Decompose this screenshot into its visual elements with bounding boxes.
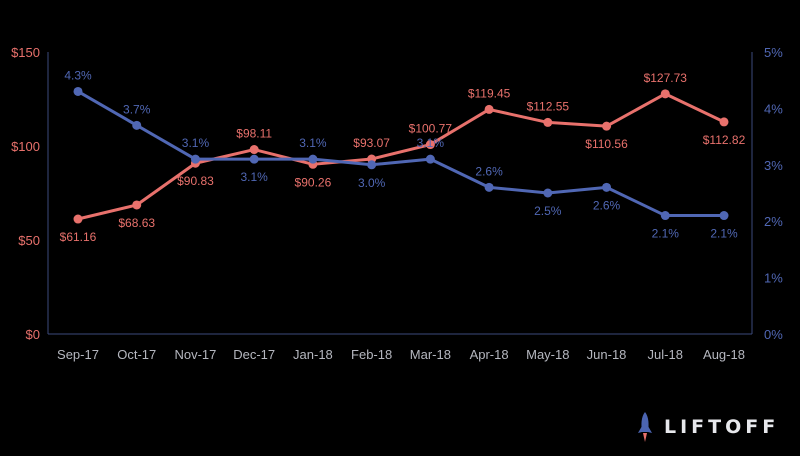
rocket-icon <box>638 412 652 442</box>
price-series-point <box>132 200 142 210</box>
rate-series-data-label: 3.1% <box>241 170 269 184</box>
rate-series-point <box>425 154 435 164</box>
price-series-point <box>73 214 83 224</box>
price-series-data-label: $93.07 <box>353 136 390 150</box>
y-right-tick-label: 2% <box>764 214 783 229</box>
price-series-data-label: $127.73 <box>644 71 688 85</box>
x-tick-label: Aug-18 <box>703 347 745 362</box>
price-series-data-label: $110.56 <box>585 137 628 151</box>
rate-series-data-label: 3.1% <box>417 136 445 150</box>
x-tick-label: Feb-18 <box>351 347 392 362</box>
rate-series-point <box>484 182 494 192</box>
rate-series-line <box>77 90 724 218</box>
rate-series-point <box>73 86 83 96</box>
x-tick-label: May-18 <box>526 347 569 362</box>
x-tick-label: Nov-17 <box>174 347 216 362</box>
rate-series-data-label: 3.1% <box>299 136 327 150</box>
price-series-point <box>425 140 435 150</box>
price-series-point <box>249 145 259 155</box>
price-series-point <box>484 104 494 114</box>
price-series-point <box>543 117 553 127</box>
x-tick-label: Apr-18 <box>470 347 509 362</box>
x-tick-label: Dec-17 <box>233 347 275 362</box>
rate-series-data-label: 4.3% <box>64 68 92 82</box>
price-series-data-label: $119.45 <box>468 86 511 100</box>
price-series-data-label: $100.77 <box>409 122 453 136</box>
x-tick-label: Jul-18 <box>648 347 683 362</box>
rate-series-point <box>190 154 200 164</box>
rate-series-point <box>719 211 729 221</box>
y-left-tick-label: $100 <box>11 139 40 154</box>
y-right-tick-label: 3% <box>764 158 783 173</box>
price-series-data-label: $90.83 <box>177 174 214 188</box>
price-series-data-label: $112.55 <box>527 99 570 113</box>
x-tick-label: Sep-17 <box>57 347 99 362</box>
rate-series-point <box>132 120 142 130</box>
y-right-tick-label: 0% <box>764 327 783 342</box>
x-tick-label: Jun-18 <box>587 347 627 362</box>
x-tick-label: Jan-18 <box>293 347 333 362</box>
y-left-tick-label: $0 <box>26 327 40 342</box>
rate-series-data-label: 3.7% <box>123 102 151 116</box>
rate-series-data-label: 2.6% <box>593 198 621 212</box>
price-series-data-label: $68.63 <box>118 216 155 230</box>
rate-series-point <box>367 160 377 170</box>
rate-series-point <box>543 188 553 198</box>
rate-series-point <box>249 154 259 164</box>
rate-series-data-label: 3.0% <box>358 176 386 190</box>
price-series-data-label: $90.26 <box>295 175 332 189</box>
price-series-data-label: $98.11 <box>236 127 272 141</box>
x-tick-label: Mar-18 <box>410 347 451 362</box>
rate-series-data-label: 2.1% <box>652 227 680 241</box>
price-series-data-label: $112.82 <box>703 133 746 147</box>
x-tick-label: Oct-17 <box>117 347 156 362</box>
y-right-tick-label: 1% <box>764 271 783 286</box>
rate-series-data-label: 2.5% <box>534 204 562 218</box>
y-right-tick-label: 5% <box>764 45 783 60</box>
y-left-tick-label: $150 <box>11 45 40 60</box>
rate-series-data-label: 2.1% <box>710 227 738 241</box>
rate-series-data-label: 2.6% <box>475 164 503 178</box>
price-series-point <box>719 117 729 127</box>
price-series-point <box>602 121 612 131</box>
price-series-data-label: $61.16 <box>60 230 97 244</box>
y-right-tick-label: 4% <box>764 101 783 116</box>
rate-series-data-label: 3.1% <box>182 136 210 150</box>
price-series-point <box>660 89 670 99</box>
price-series-line <box>77 92 725 221</box>
rate-series-point <box>660 211 670 221</box>
rate-series-point <box>602 182 612 192</box>
rate-series-point <box>308 154 318 164</box>
logo-text: LIFTOFF <box>664 416 780 438</box>
y-left-tick-label: $50 <box>18 233 40 248</box>
